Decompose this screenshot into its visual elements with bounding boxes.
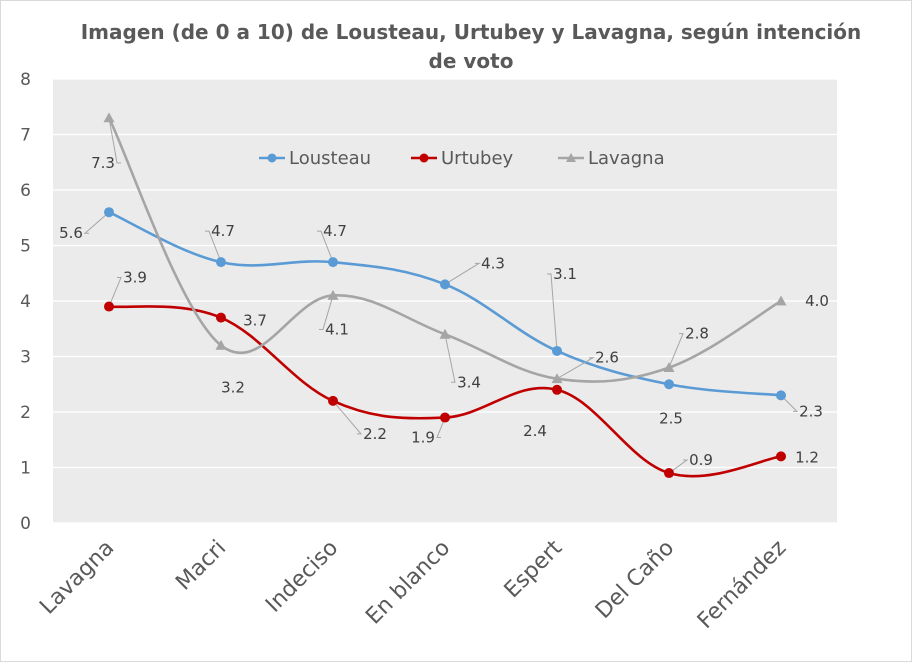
data-point-urtubey: [664, 468, 674, 479]
leader-line: [108, 277, 122, 307]
legend-label-lavagna: Lavagna: [588, 148, 665, 169]
leader-line: [332, 400, 363, 435]
data-point-lousteau: [216, 257, 226, 268]
chart-title-line-2: de voto: [429, 49, 514, 73]
data-point-lavagna: [439, 328, 451, 339]
y-tick-label: 2: [20, 403, 31, 423]
leader-line: [780, 394, 799, 412]
data-label-urtubey: 1.2: [795, 448, 819, 466]
data-label-urtubey: 2.2: [363, 425, 387, 443]
y-tick-label: 6: [20, 181, 31, 201]
label-leader-lines: [83, 117, 799, 474]
data-label-lousteau: 3.1: [553, 265, 577, 283]
data-point-lavagna: [103, 112, 115, 123]
leader-line: [556, 357, 595, 380]
chart-title-line-1: Imagen (de 0 a 10) de Lousteau, Urtubey …: [81, 20, 862, 44]
y-tick-label: 4: [20, 292, 31, 312]
legend-marker: [267, 153, 277, 163]
data-label-lavagna: 3.2: [221, 378, 245, 396]
data-label-lousteau: 5.6: [59, 224, 83, 242]
y-tick-label: 0: [20, 514, 31, 534]
data-point-lavagna: [327, 289, 339, 300]
leader-line: [668, 333, 684, 368]
data-label-urtubey: 1.9: [411, 429, 435, 447]
y-axis-ticks: 0 1 2 3 4 5 6 7 8: [20, 70, 31, 534]
y-tick-label: 1: [20, 459, 31, 479]
leader-line: [205, 230, 222, 263]
data-point-lousteau: [552, 345, 562, 356]
leader-line: [83, 211, 110, 234]
data-point-lousteau: [776, 390, 786, 401]
data-label-urtubey: 3.9: [123, 269, 147, 287]
data-point-urtubey: [216, 312, 226, 323]
legend: Lousteau Urtubey Lavagna: [259, 148, 665, 169]
legend-label-lousteau: Lousteau: [289, 148, 371, 169]
data-point-lavagna: [663, 362, 675, 372]
data-label-urtubey: 0.9: [689, 451, 713, 469]
series-markers: [103, 112, 787, 479]
data-point-lousteau: [664, 379, 674, 390]
y-tick-label: 7: [20, 126, 31, 146]
data-label-lousteau: 4.7: [323, 222, 347, 240]
x-axis-categories: Lavagna Macri Indeciso En blanco Espert Del C…: [35, 535, 791, 634]
data-point-lousteau: [104, 207, 114, 218]
data-label-lavagna: 4.1: [325, 320, 349, 338]
data-label-lousteau: 2.3: [799, 402, 823, 420]
x-tick-label: Indeciso: [261, 536, 343, 618]
leader-line: [668, 459, 689, 474]
x-tick-label: Del Caño: [591, 536, 679, 624]
data-point-urtubey: [776, 451, 786, 462]
y-tick-label: 8: [20, 70, 31, 90]
leader-line: [547, 273, 558, 351]
gridlines: [53, 78, 837, 524]
leader-line: [319, 295, 334, 330]
data-labels: 5.6 4.7 4.7 4.3 3.1 2.5 2.3 3.9 3.7 2.2 1.9 2.4 0.9 1…: [59, 154, 829, 469]
data-label-lousteau: 4.7: [211, 222, 235, 240]
data-point-urtubey: [552, 384, 562, 395]
x-tick-label: En blanco: [361, 536, 455, 630]
data-point-lavagna: [215, 339, 227, 350]
leader-line: [436, 417, 446, 439]
data-point-urtubey: [328, 395, 338, 406]
data-label-lavagna: 3.4: [457, 373, 481, 391]
data-point-lousteau: [328, 257, 338, 268]
legend-marker: [419, 153, 429, 163]
data-label-lavagna: 7.3: [91, 154, 115, 172]
legend-label-urtubey: Urtubey: [441, 148, 514, 169]
data-point-lavagna: [775, 295, 787, 306]
y-tick-label: 3: [20, 348, 31, 368]
x-tick-label: Lavagna: [35, 536, 119, 620]
data-label-urtubey: 2.4: [523, 422, 547, 440]
data-label-lousteau: 2.5: [659, 409, 683, 427]
x-tick-label: Fernández: [693, 536, 791, 634]
data-label-urtubey: 3.7: [243, 312, 267, 330]
data-point-urtubey: [440, 412, 450, 423]
data-point-lousteau: [440, 279, 450, 290]
leader-line: [108, 117, 121, 164]
data-label-lousteau: 4.3: [481, 254, 505, 272]
data-point-lavagna: [551, 373, 563, 384]
x-tick-label: Espert: [500, 535, 568, 603]
leader-line: [444, 334, 456, 383]
leader-line: [317, 230, 334, 263]
y-tick-label: 5: [20, 237, 31, 257]
data-label-lavagna: 4.0: [805, 292, 829, 310]
data-label-lavagna: 2.8: [685, 325, 709, 343]
data-label-lavagna: 2.6: [595, 349, 619, 367]
legend-marker: [566, 153, 576, 162]
data-point-urtubey: [104, 301, 114, 312]
x-tick-label: Macri: [171, 536, 231, 596]
leader-line: [444, 262, 481, 285]
